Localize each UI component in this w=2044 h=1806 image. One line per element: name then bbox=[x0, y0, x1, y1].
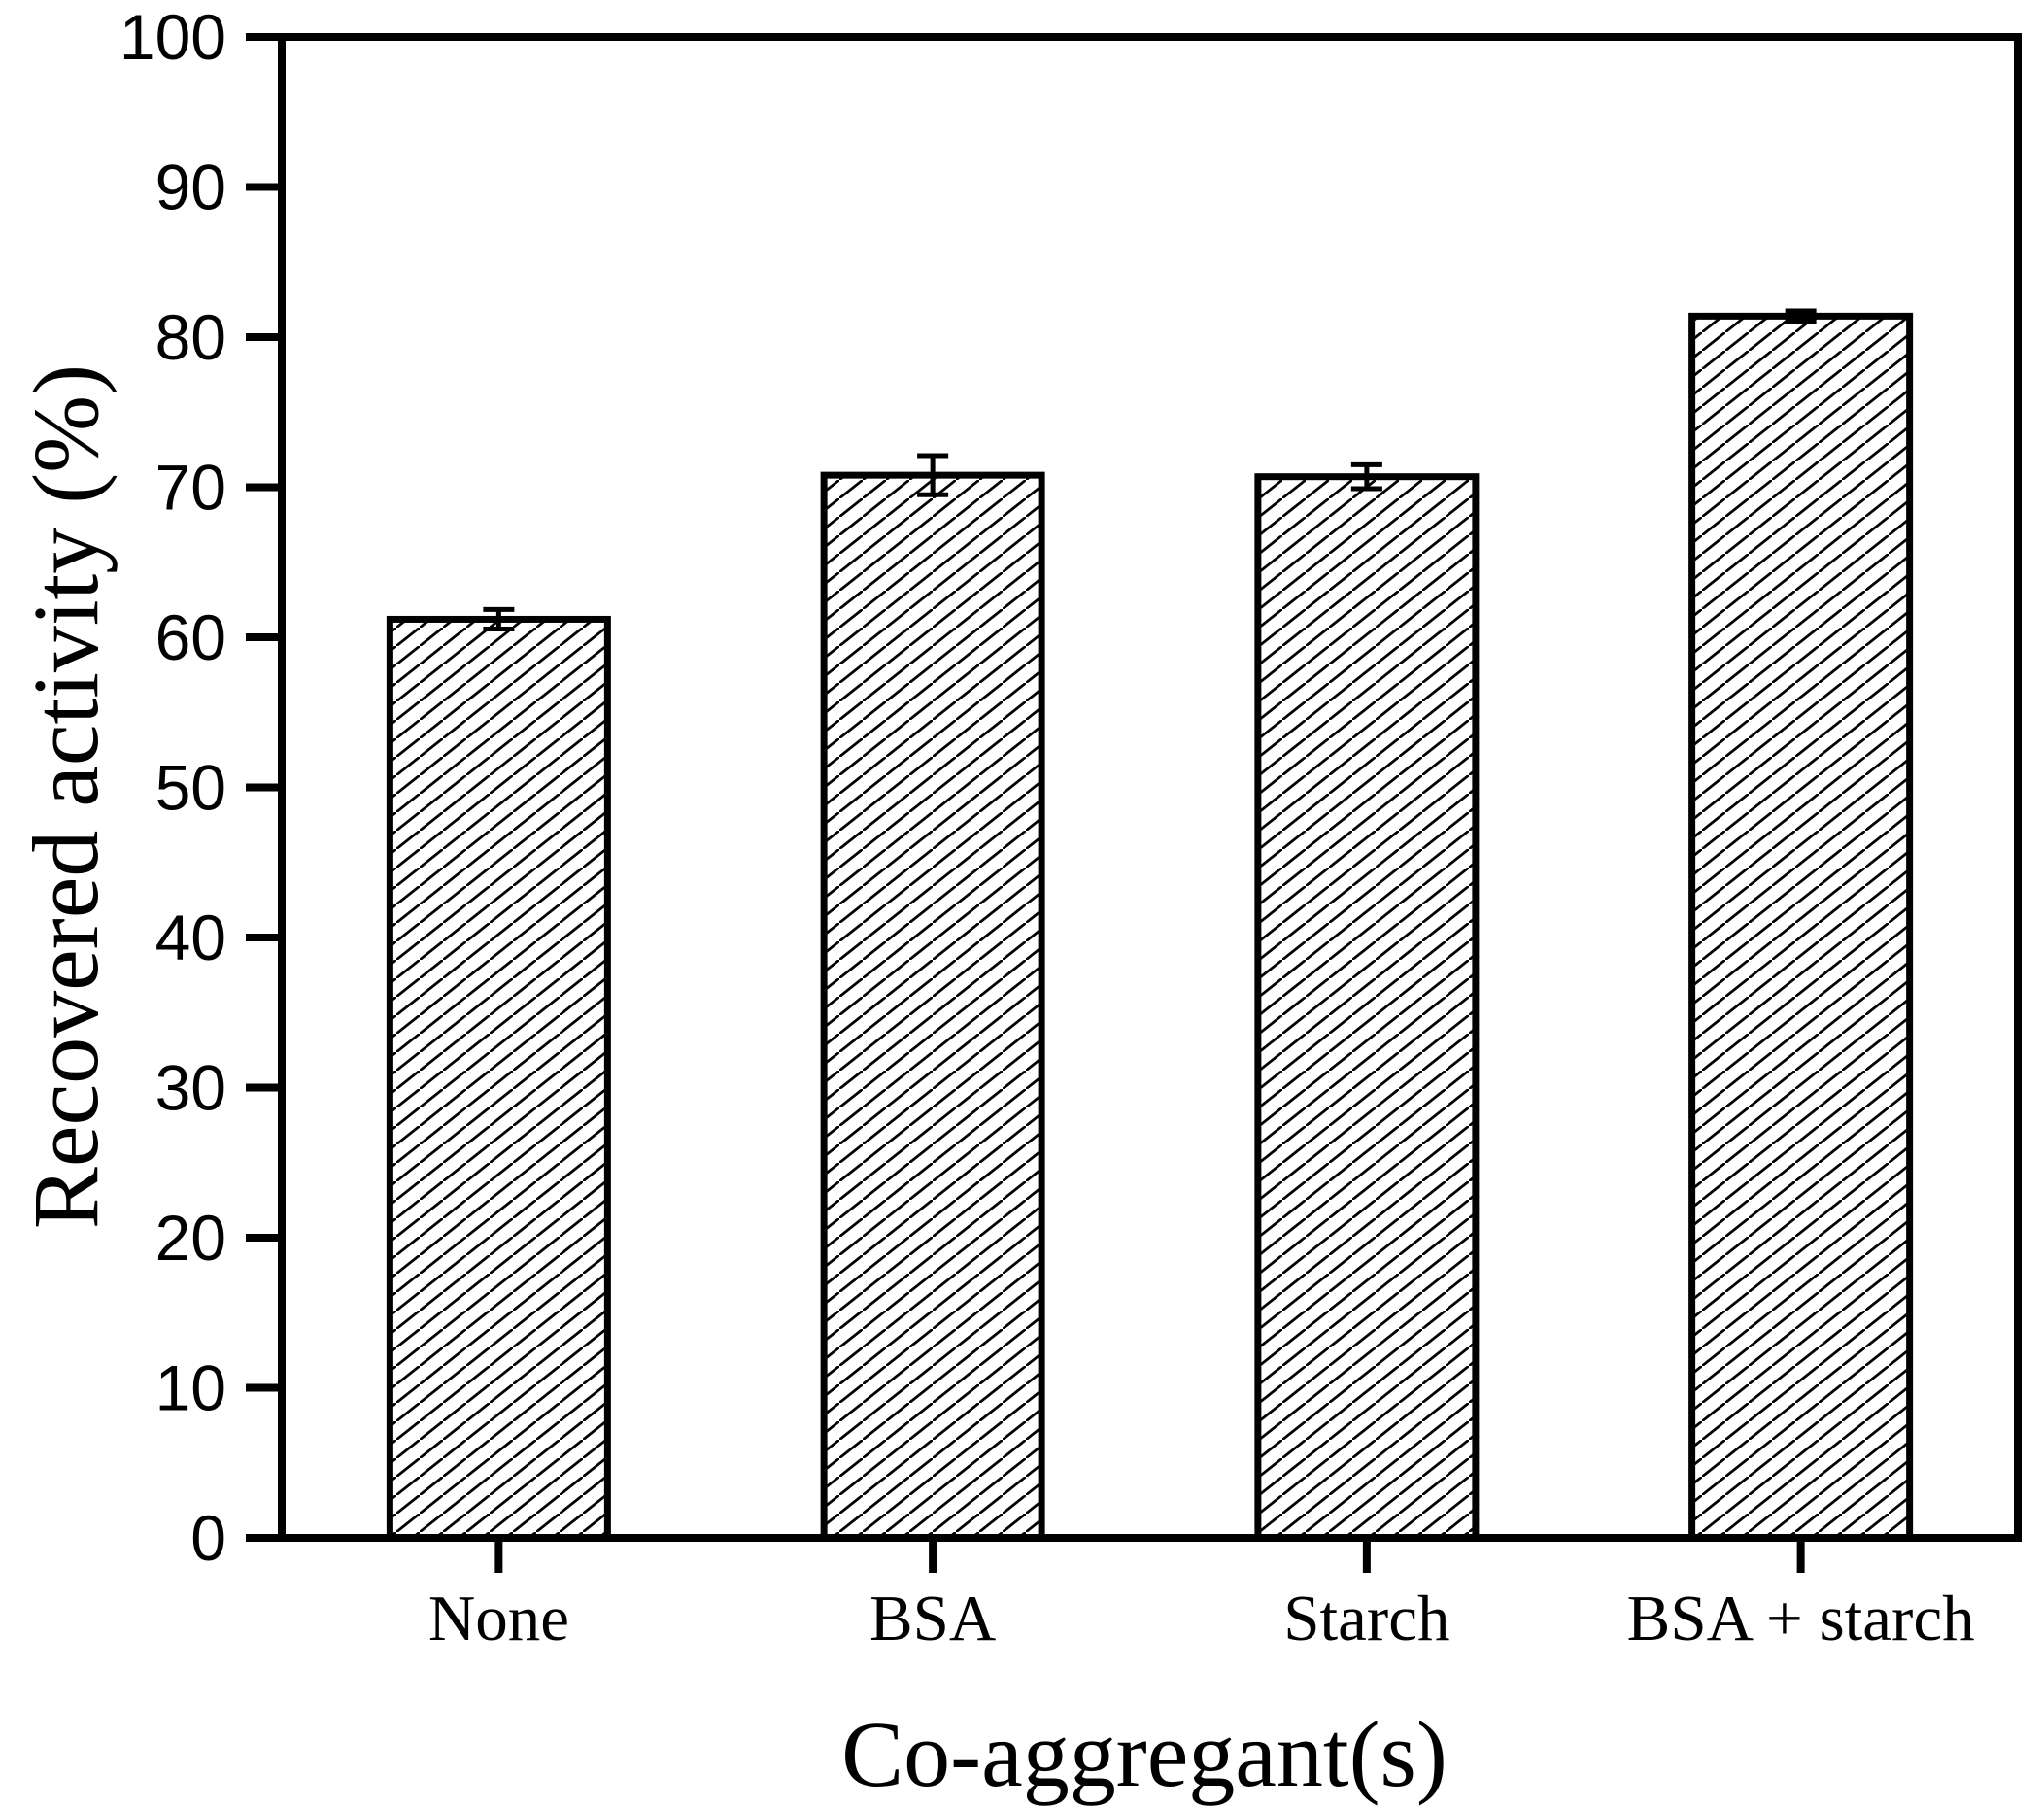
bar bbox=[386, 615, 611, 1542]
x-category-label: BSA bbox=[869, 1583, 996, 1654]
y-axis-tick-label: 60 bbox=[155, 601, 226, 673]
x-category-label: None bbox=[428, 1583, 569, 1654]
x-category-label: Starch bbox=[1283, 1583, 1449, 1654]
error-bar bbox=[917, 453, 949, 497]
y-axis-tick-label: 40 bbox=[155, 902, 226, 973]
y-axis-tick-label: 30 bbox=[155, 1052, 226, 1124]
chart-generated-content: 0 10 20 30 40 50 60 70 80 90 100 None BSA Starch BSA +… bbox=[119, 1, 1975, 1654]
y-axis-tick-label: 50 bbox=[155, 752, 226, 824]
bar bbox=[820, 471, 1045, 1542]
error-bar bbox=[483, 606, 515, 632]
error-bar bbox=[1785, 308, 1817, 324]
y-axis-tick-label: 80 bbox=[155, 301, 226, 373]
bar bbox=[1688, 312, 1914, 1542]
y-axis-tick-label: 20 bbox=[155, 1202, 226, 1274]
y-axis-tick-label: 90 bbox=[155, 152, 226, 223]
plot-border bbox=[278, 33, 2022, 1542]
x-category-label: BSA + starch bbox=[1627, 1583, 1975, 1654]
y-axis-title: Recovered activity (%) bbox=[14, 364, 118, 1229]
error-bar bbox=[1350, 461, 1382, 492]
y-axis-tick-label: 10 bbox=[155, 1352, 226, 1424]
y-axis-tick-label: 100 bbox=[119, 1, 226, 73]
bar bbox=[1254, 473, 1480, 1542]
y-axis-tick-label: 0 bbox=[190, 1502, 226, 1574]
x-axis-title: Co-aggregant(s) bbox=[841, 1702, 1448, 1806]
y-axis-tick-label: 70 bbox=[155, 452, 226, 524]
